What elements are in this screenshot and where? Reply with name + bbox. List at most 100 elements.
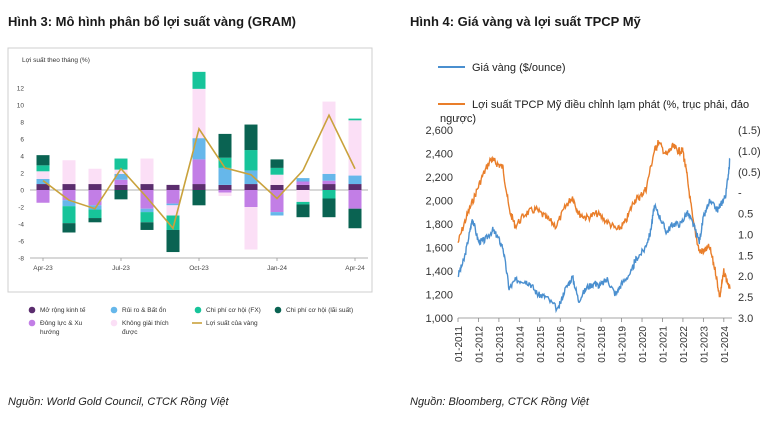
bar-segment (270, 174, 284, 185)
legend-label: hướng (40, 329, 60, 336)
left-source-note: Nguồn: World Gold Council, CTCK Rồng Việ… (8, 396, 229, 408)
bar-segment (244, 150, 258, 171)
bar-segment (192, 190, 206, 206)
y-tick-label: 4 (20, 154, 24, 161)
left-y-tick-label: 1,400 (425, 266, 453, 278)
bar-segment (140, 158, 154, 185)
bar-segment (218, 192, 232, 196)
bar-segment (62, 184, 76, 190)
left-y-tick-label: 1,000 (425, 313, 453, 325)
bar-segment (62, 200, 76, 207)
x-tick-label: Apr-23 (33, 265, 53, 272)
x-tick-label: 01-2023 (699, 326, 710, 363)
right-y-tick-label: 2.5 (738, 292, 753, 304)
legend-label-tips: Lợi suất TPCP Mỹ điều chỉnh lạm phát (%,… (472, 99, 749, 111)
right-y-tick-label: (1.5) (738, 125, 761, 137)
legend-label: Chi phí cơ hội (lãi suất) (286, 305, 353, 314)
x-tick-label: 01-2015 (536, 326, 547, 363)
y-tick-label: 12 (17, 86, 25, 93)
y-tick-label: 10 (17, 103, 25, 110)
legend-swatch (274, 306, 282, 314)
bar-segment (166, 229, 180, 253)
x-tick-label: 01-2013 (495, 326, 506, 363)
bar-segment (348, 190, 362, 209)
bar-segment (114, 158, 128, 170)
left-y-tick-label: 2,200 (425, 172, 453, 184)
x-tick-label: 01-2021 (658, 326, 669, 363)
bar-segment (192, 71, 206, 89)
x-tick-label: 01-2012 (474, 326, 485, 363)
y-tick-label: 2 (20, 171, 24, 178)
bar-segment (322, 101, 336, 174)
bar-segment (322, 198, 336, 218)
x-tick-label: 01-2011 (454, 326, 465, 362)
y-tick-label: -8 (18, 256, 24, 263)
bar-segment (322, 184, 336, 190)
bar-segment (166, 205, 180, 216)
bar-segment (166, 203, 180, 206)
legend-item: Lợi suất của vàng (192, 318, 258, 327)
bar-segment (62, 160, 76, 185)
legend-item: Chi phí cơ hội (FX) (194, 306, 261, 314)
legend-label: Chi phí cơ hội (FX) (206, 307, 261, 314)
bar-segment (140, 222, 154, 230)
right-y-tick-label: 1.0 (738, 229, 753, 241)
x-tick-label: 01-2016 (556, 326, 567, 363)
y-tick-label: 8 (20, 120, 24, 127)
right-source-note: Nguồn: Bloomberg, CTCK Rồng Việt (410, 396, 589, 408)
bar-segment (88, 218, 102, 223)
bar-segment (114, 169, 128, 174)
legend-item: Không giải thích được (110, 319, 169, 336)
bar-segment (36, 190, 50, 203)
bar-segment (88, 209, 102, 219)
bar-segment (296, 201, 310, 205)
tips-yield-line (457, 140, 731, 298)
bar-segment (114, 190, 128, 200)
gold-price-line (457, 157, 731, 314)
bar-segment (270, 212, 284, 216)
bar-segment (270, 184, 284, 190)
left-y-tick-label: 2,400 (425, 149, 453, 161)
bar-segment (218, 167, 232, 185)
x-tick-label: Apr-24 (345, 265, 365, 272)
right-y-tick-label: (1.0) (738, 146, 761, 158)
bar-segment (218, 184, 232, 190)
bar-segment (88, 184, 102, 190)
legend-item: Chi phí cơ hội (lãi suất) (274, 305, 353, 314)
bar-segment (244, 124, 258, 151)
bar-segment (166, 190, 180, 204)
bar-segment (244, 207, 258, 250)
left-y-tick-label: 1,600 (425, 243, 453, 255)
gold-return-line (42, 113, 356, 230)
x-tick-label: 01-2024 (720, 326, 731, 363)
bar-segment (140, 212, 154, 223)
x-tick-label: 01-2020 (638, 326, 649, 363)
y-tick-label: -6 (18, 239, 24, 246)
gold-price-vs-tips-yield-chart: Giá vàng ($/ounce) Lợi suất TPCP Mỹ điều … (425, 62, 761, 363)
right-y-tick-label: (0.5) (738, 167, 761, 179)
legend-swatch (28, 319, 36, 327)
left-y-tick-label: 1,800 (425, 219, 453, 231)
bar-segment (296, 190, 310, 202)
legend-label: Lợi suất của vàng (206, 318, 258, 327)
bar-segment (348, 175, 362, 185)
bar-segment (322, 180, 336, 185)
bar-segment (192, 159, 206, 185)
legend-item: Rủi ro & Bất ổn (110, 305, 166, 314)
legend-item: Đông lực & Xu hướng (28, 319, 83, 336)
right-figure-title: Hình 4: Giá vàng và lợi suất TPCP Mỹ (410, 14, 641, 29)
bar-segment (296, 204, 310, 218)
bar-segment (270, 159, 284, 168)
bar-segment (36, 184, 50, 190)
bar-segment (348, 208, 362, 229)
x-tick-label: 01-2019 (618, 326, 629, 363)
x-tick-label: Oct-23 (189, 265, 209, 272)
right-y-tick-label: 3.0 (738, 313, 753, 325)
x-tick-label: 01-2018 (597, 326, 608, 363)
left-y-tick-label: 2,600 (425, 125, 453, 137)
bar-segment (166, 215, 180, 230)
right-y-tick-label: 1.5 (738, 250, 753, 262)
bar-segment (62, 190, 76, 201)
bar-segment (270, 167, 284, 175)
legend-item: Mở rộng kinh tế (28, 305, 86, 314)
